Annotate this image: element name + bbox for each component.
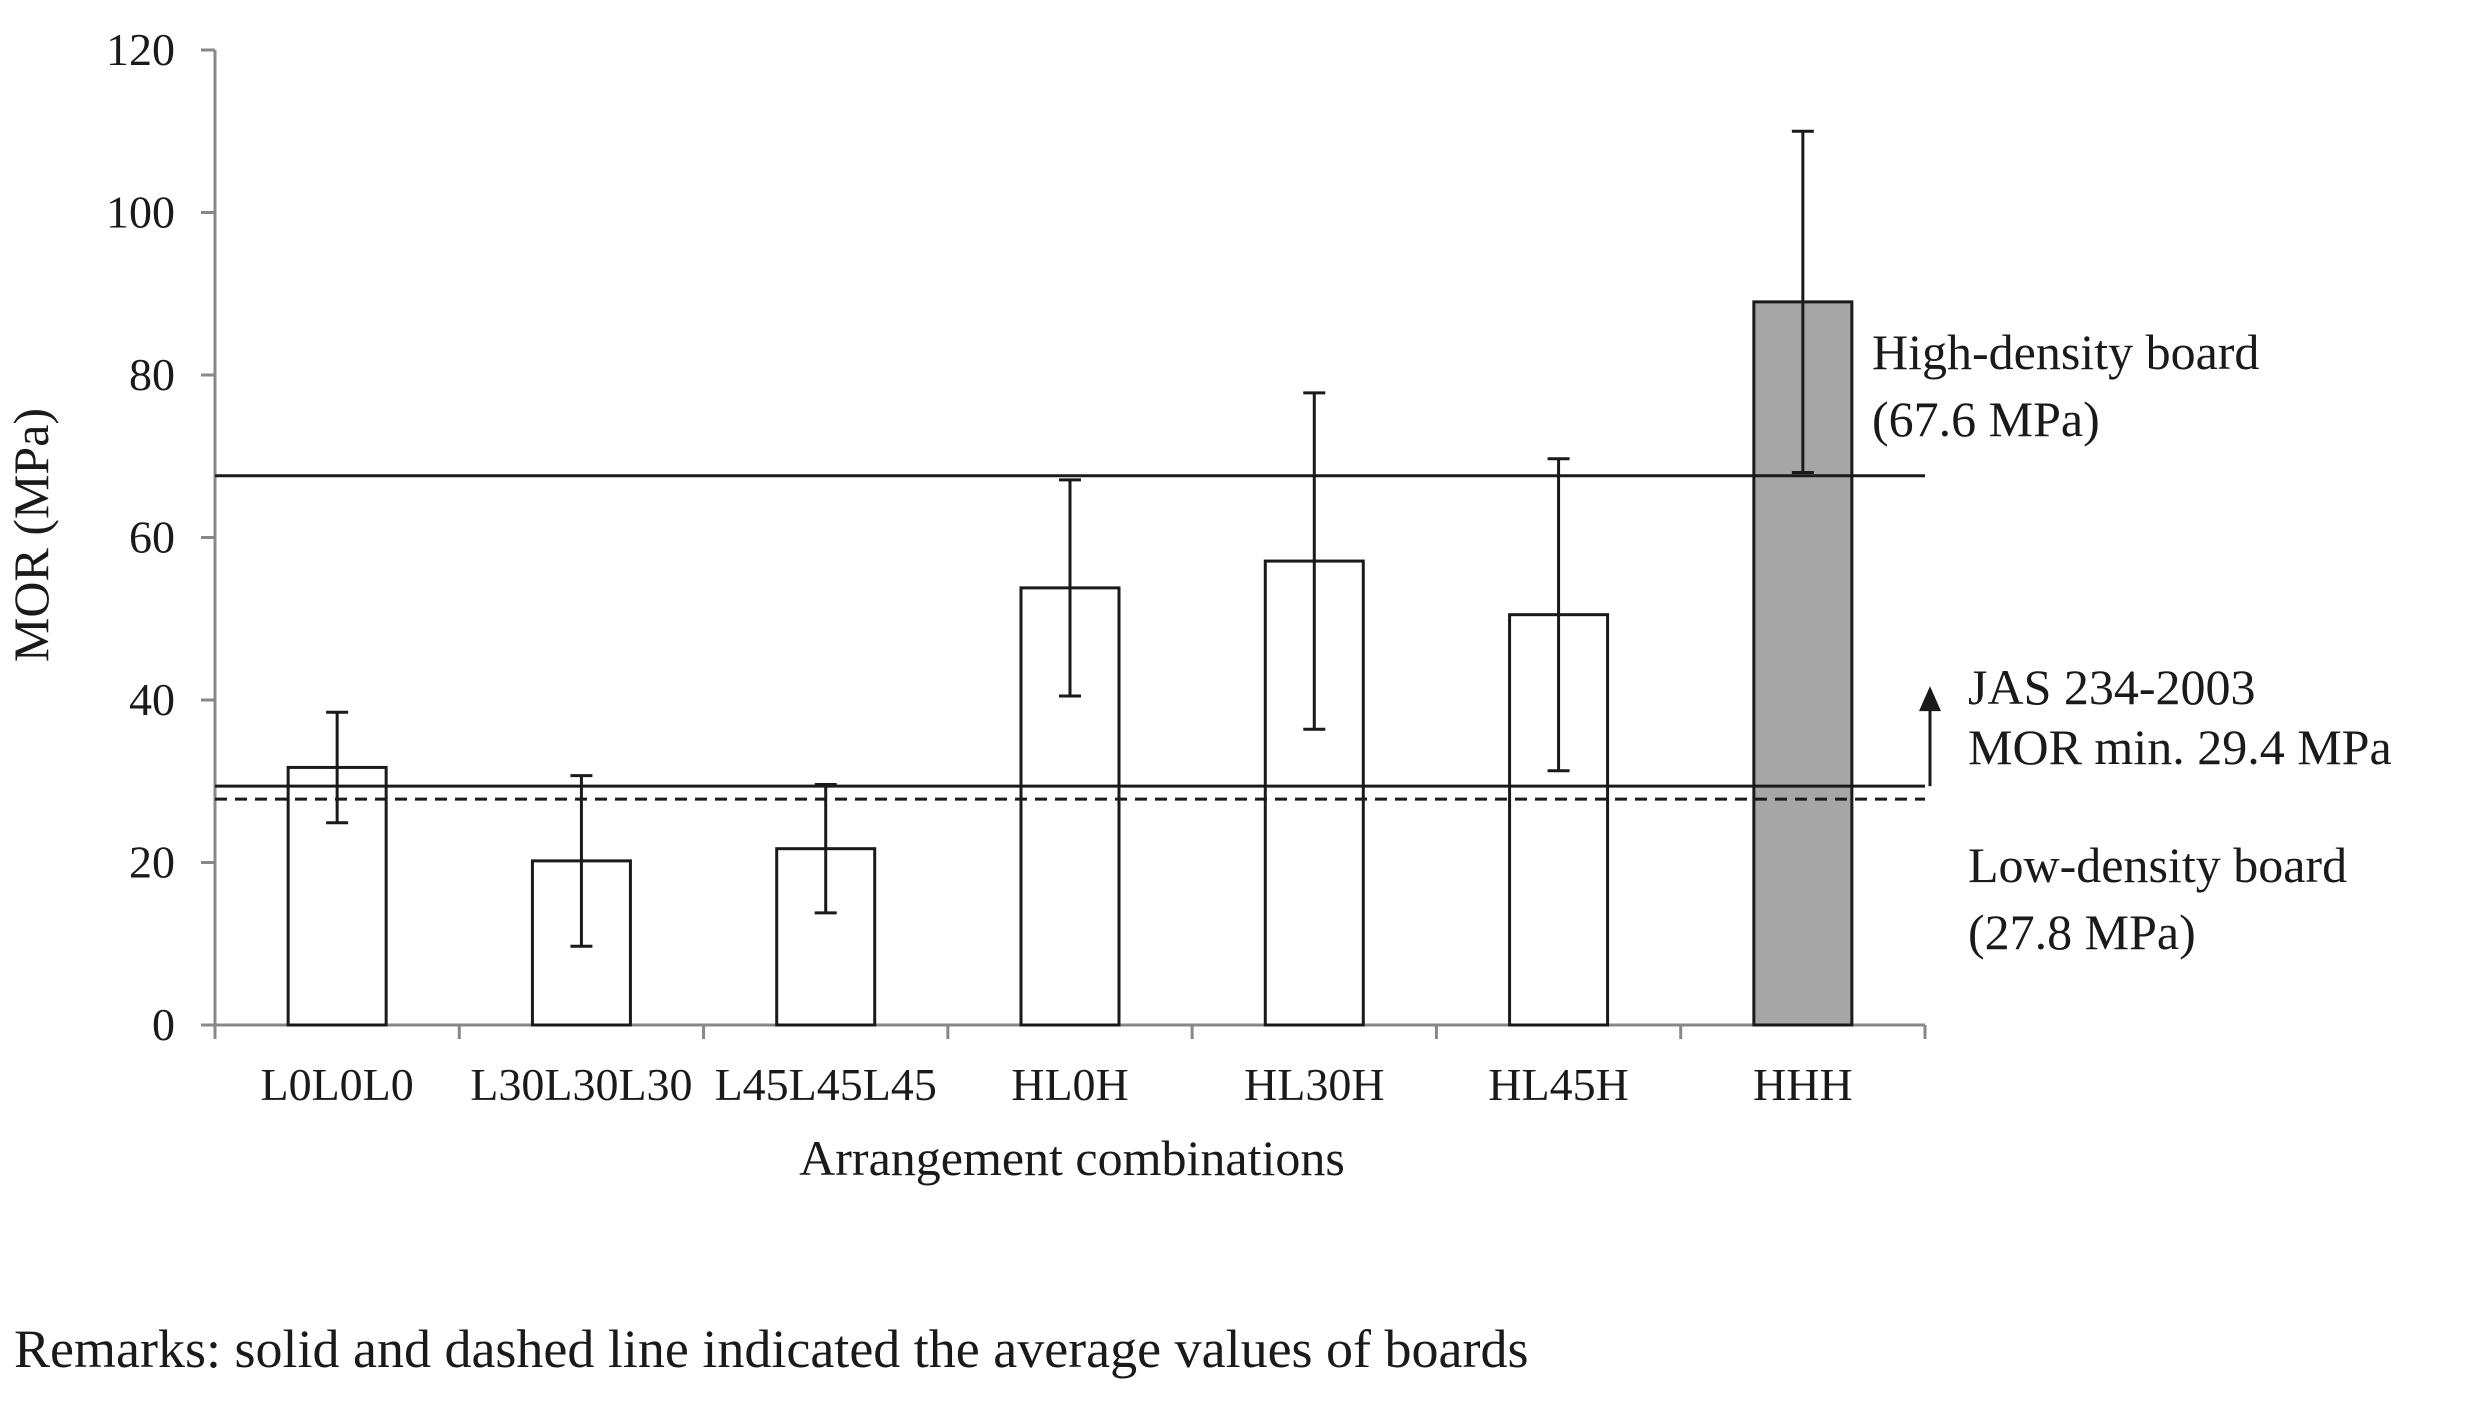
tick-labels: 0 20 40 60 80 100 120 L0L0L0 L30L30L30 L45L45L45 H…: [106, 24, 1853, 1110]
low-density-label: (27.8 MPa): [1968, 904, 2196, 960]
y-tick-label: 100: [106, 187, 175, 238]
x-tick-label: L30L30L30: [470, 1059, 692, 1110]
high-density-label: (67.6 MPa): [1872, 391, 2100, 447]
y-tick-label: 0: [152, 999, 175, 1050]
low-density-label: Low-density board: [1968, 837, 2347, 893]
x-tick-label: HHH: [1753, 1059, 1853, 1110]
jas-standard-label: MOR min. 29.4 MPa: [1968, 719, 2392, 775]
axes: [201, 48, 1927, 1039]
x-tick-label: HL30H: [1244, 1059, 1385, 1110]
x-tick-label: HL45H: [1488, 1059, 1629, 1110]
x-tick-label: HL0H: [1011, 1059, 1129, 1110]
y-tick-label: 20: [129, 837, 175, 888]
error-bars: [326, 129, 1814, 948]
jas-standard-label: JAS 234-2003: [1968, 659, 2256, 715]
reference-lines: [215, 474, 1925, 801]
jas-arrow-head: [1919, 686, 1941, 712]
y-tick-label: 80: [129, 349, 175, 400]
y-tick-label: 120: [106, 24, 175, 75]
y-tick-label: 40: [129, 674, 175, 725]
annotations: High-density board (67.6 MPa) JAS 234-2003…: [1872, 324, 2392, 960]
y-tick-label: 60: [129, 512, 175, 563]
x-tick-label: L45L45L45: [715, 1059, 937, 1110]
remarks-note: Remarks: solid and dashed line indicated…: [14, 1319, 1529, 1379]
x-tick-label: L0L0L0: [260, 1059, 413, 1110]
high-density-label: High-density board: [1872, 324, 2259, 380]
y-axis-title: MOR (MPa): [3, 408, 59, 662]
x-axis-title: Arrangement combinations: [799, 1130, 1345, 1186]
